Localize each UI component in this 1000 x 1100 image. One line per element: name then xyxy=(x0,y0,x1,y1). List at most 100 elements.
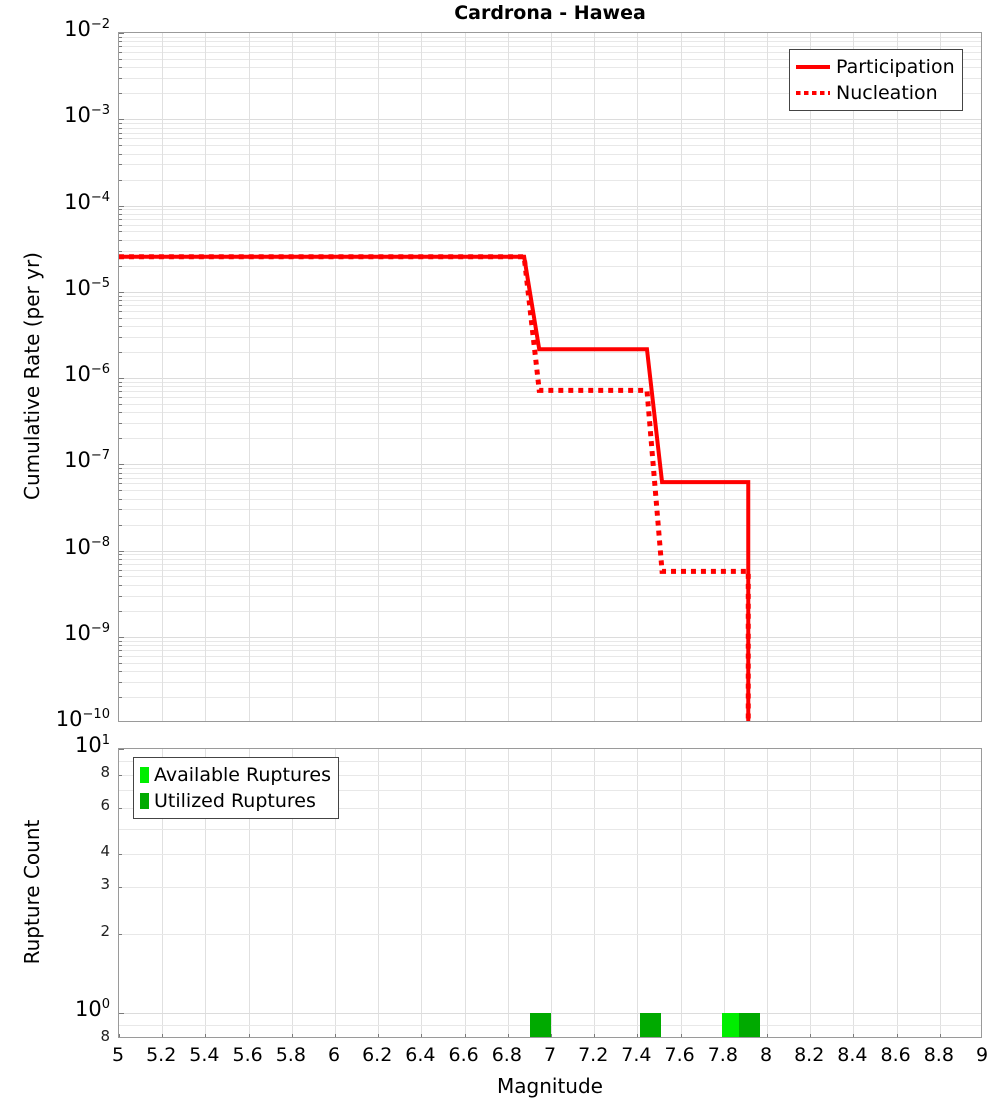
bottom-panel-y-tick-minor-3: 3 xyxy=(100,875,110,894)
y-tick-mark-minor xyxy=(119,138,122,139)
gridline-minor xyxy=(119,596,981,597)
y-tick-mark-minor xyxy=(119,554,122,555)
y-tick-mark-minor xyxy=(119,473,122,474)
y-tick-mark xyxy=(119,378,124,379)
top-panel-y-tick--4: 10−4 xyxy=(64,189,110,214)
gridline-vertical xyxy=(810,749,811,1037)
y-tick-mark-minor xyxy=(119,78,122,79)
y-tick-mark-minor xyxy=(119,641,122,642)
gridline-vertical xyxy=(249,33,250,721)
y-tick-mark-minor xyxy=(119,52,122,53)
x-tick-5.2: 5.2 xyxy=(146,1044,177,1066)
gridline-vertical xyxy=(162,33,163,721)
gridline-minor xyxy=(119,240,981,241)
legend-label-available-ruptures: Available Ruptures xyxy=(154,763,331,786)
bottom-panel-y-tick-1e1: 101 xyxy=(74,733,110,757)
gridline-minor xyxy=(119,564,981,565)
y-tick-mark-minor xyxy=(119,671,122,672)
y-tick-mark-minor xyxy=(119,397,122,398)
x-tick-5.6: 5.6 xyxy=(232,1044,263,1066)
y-tick-mark xyxy=(119,551,124,552)
y-tick-mark-minor xyxy=(119,305,122,306)
x-tick-mark xyxy=(853,1034,854,1037)
legend-item-participation: Participation xyxy=(796,54,955,80)
x-tick-mark xyxy=(810,1034,811,1037)
y-tick-mark-minor xyxy=(119,808,122,809)
gridline-minor xyxy=(119,180,981,181)
gridline-minor xyxy=(119,37,981,38)
top-panel-y-tick--3: 10−3 xyxy=(64,103,110,128)
legend-label-nucleation: Nucleation xyxy=(836,81,938,104)
y-tick-mark-minor xyxy=(119,585,122,586)
gridline-minor xyxy=(119,326,981,327)
y-tick-mark-minor xyxy=(119,300,122,301)
gridline-minor xyxy=(119,671,981,672)
y-tick-mark-minor xyxy=(119,650,122,651)
gridline-vertical xyxy=(421,33,422,721)
x-tick-mark xyxy=(897,1034,898,1037)
gridline-vertical xyxy=(853,33,854,721)
top-panel-y-tick--2: 10−2 xyxy=(64,17,110,41)
nucleation-dotted-swatch xyxy=(796,91,830,95)
y-tick-mark-minor xyxy=(119,123,122,124)
gridline-minor xyxy=(119,266,981,267)
rupture-bar xyxy=(639,1013,661,1037)
y-tick-mark-minor xyxy=(119,483,122,484)
x-tick-mark xyxy=(335,1034,336,1037)
gridline xyxy=(119,551,981,552)
rupture-bar xyxy=(739,1013,761,1037)
gridline-minor xyxy=(119,499,981,500)
y-tick-mark-minor xyxy=(119,59,122,60)
gridline-minor xyxy=(119,775,981,776)
y-tick-mark xyxy=(119,637,124,638)
y-tick-mark-minor xyxy=(119,386,122,387)
x-tick-6: 6 xyxy=(327,1044,341,1066)
bottom-panel-y-tick-minor-8: 8 xyxy=(100,1027,110,1045)
top-panel-data-layer xyxy=(119,33,981,721)
gridline-vertical xyxy=(594,749,595,1037)
y-tick-mark-minor xyxy=(119,499,122,500)
gridline-minor xyxy=(119,41,981,42)
x-tick-mark xyxy=(551,1034,552,1037)
rupture-bar xyxy=(721,1013,743,1037)
gridline-minor xyxy=(119,386,981,387)
x-tick-7.2: 7.2 xyxy=(578,1044,609,1066)
y-tick-mark-minor xyxy=(119,854,122,855)
x-tick-9: 9 xyxy=(975,1044,989,1066)
gridline-vertical xyxy=(205,33,206,721)
gridline-vertical xyxy=(637,749,638,1037)
y-tick-mark-minor xyxy=(119,231,122,232)
y-tick-mark-minor xyxy=(119,133,122,134)
x-tick-6.4: 6.4 xyxy=(405,1044,436,1066)
gridline-minor xyxy=(119,231,981,232)
x-tick-8.8: 8.8 xyxy=(923,1044,954,1066)
y-tick-mark-minor xyxy=(119,697,122,698)
gridline-minor xyxy=(119,570,981,571)
gridline-vertical xyxy=(681,33,682,721)
gridline-vertical xyxy=(551,33,552,721)
gridline-minor xyxy=(119,318,981,319)
y-tick-mark-minor xyxy=(119,214,122,215)
gridline-minor xyxy=(119,438,981,439)
bottom-panel-y-tick-minor-4: 4 xyxy=(100,842,110,861)
gridline-minor xyxy=(119,490,981,491)
x-tick-6.2: 6.2 xyxy=(362,1044,393,1066)
y-tick-mark-minor xyxy=(119,468,122,469)
gridline-minor xyxy=(119,611,981,612)
x-tick-mark xyxy=(421,1034,422,1037)
x-tick-7.8: 7.8 xyxy=(707,1044,738,1066)
y-tick-mark-minor xyxy=(119,93,122,94)
y-tick-mark xyxy=(119,119,124,120)
gridline-minor xyxy=(119,123,981,124)
gridline-minor xyxy=(119,829,981,830)
gridline-minor xyxy=(119,164,981,165)
y-tick-mark-minor xyxy=(119,240,122,241)
y-tick-mark-minor xyxy=(119,934,122,935)
x-tick-mark xyxy=(594,1034,595,1037)
available-ruptures-swatch xyxy=(140,767,149,783)
y-tick-mark xyxy=(119,464,124,465)
gridline-minor xyxy=(119,478,981,479)
y-tick-mark-minor xyxy=(119,128,122,129)
y-tick-mark-minor xyxy=(119,164,122,165)
